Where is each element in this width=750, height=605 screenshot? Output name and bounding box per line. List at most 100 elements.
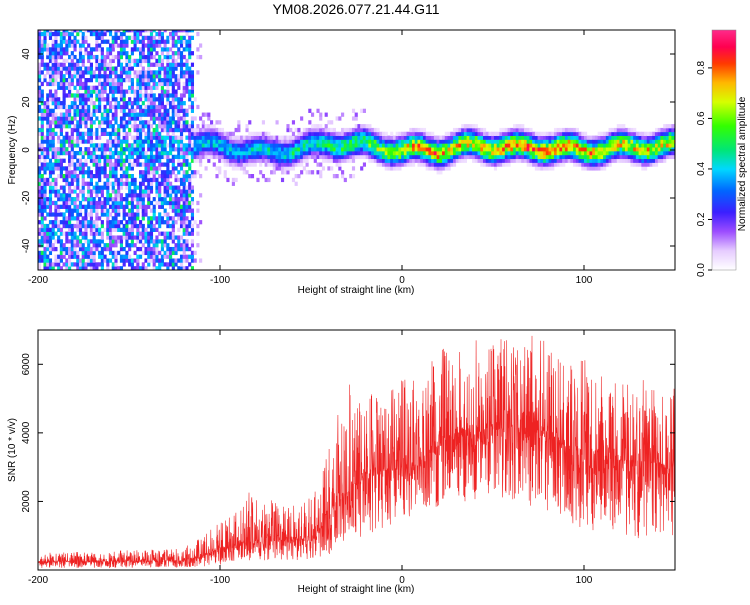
spectrogram-cell [38,39,42,44]
spectrogram-cell [283,147,287,152]
spectrogram-cell [141,266,145,270]
spectrogram-cell [605,162,609,167]
spectrogram-cell [98,185,102,190]
spectrogram-cell [78,47,83,52]
spectrogram-cell [114,35,118,40]
spectrogram-cell [70,139,74,144]
spectrogram-cell [119,246,124,252]
spectrogram-cell [248,147,252,152]
spectrogram-cell [461,127,465,133]
spectrogram-cell [54,223,58,229]
spectrogram-cell [401,150,405,156]
spectrogram-cell [141,189,145,194]
spectrogram-cell [65,204,69,209]
spectrogram-cell [212,127,216,133]
spectrogram-cell [149,166,154,171]
spectrogram-cell [147,166,151,171]
spectrogram-cell [646,162,650,167]
spectrogram-cell [608,150,612,156]
spectrogram-cell [406,150,410,156]
spectrogram-cell [324,139,328,144]
spectrogram-cell [630,131,634,136]
spectrogram-cell [218,166,222,171]
spectrogram-cell [412,162,416,167]
spectrogram-cell [73,116,77,121]
spectrogram-cell [671,154,675,160]
spectrogram-cell [502,135,506,140]
spectrogram-cell [117,54,121,60]
spectrogram-cell [611,127,615,133]
spectrogram-cell [89,116,93,121]
spectrogram-cell [73,47,77,52]
spectrogram-cell [166,58,170,64]
spectrogram-cell [144,154,148,160]
spectrogram-cell [106,66,110,71]
spectrogram-cell [291,135,296,140]
spectrogram-cell [158,97,162,102]
spectrogram-cell [526,154,530,160]
spectrogram-cell [185,246,189,252]
spectrogram-cell [510,131,514,136]
spectrogram-cell [100,231,104,236]
spectrogram-cell [141,212,145,217]
spectrogram-cell [160,231,164,236]
spectrogram-cell [84,231,88,236]
spectrogram-cell [119,31,124,37]
spectrogram-cell [570,127,574,133]
spectrogram-cell [78,189,83,194]
spectrogram-cell [141,54,145,60]
spectrogram-cell [62,200,66,206]
spectrogram-cell [190,93,195,98]
spectrogram-cell [529,131,533,136]
spectrogram-cell [87,127,91,133]
spectrogram-cell [122,120,126,125]
spectrogram-cell [111,262,115,267]
spectrogram-cell [65,104,69,110]
spectrogram-cell [108,174,113,179]
spectrogram-cell [155,62,159,67]
spectrogram-cell [179,39,184,44]
spectrogram-cell [139,124,143,129]
spectrogram-cell [600,143,604,148]
spectrogram-cell [84,93,88,98]
spectrogram-xtick-label: 0 [399,275,405,286]
spectrogram-cell [87,170,91,175]
spectrogram-cell [526,143,530,148]
spectrogram-cell [163,231,167,236]
spectrogram-cell [81,216,85,221]
spectrogram-cell [84,139,88,144]
spectrogram-cell [390,143,394,148]
spectrogram-cell [209,131,214,136]
spectrogram-cell [106,139,110,144]
spectrogram-cell [261,147,265,152]
spectrogram-cell [204,127,208,133]
spectrogram-cell [76,204,80,209]
spectrogram-cell [117,131,121,136]
spectrogram-cell [376,127,380,133]
spectrogram-cell [119,227,124,232]
spectrogram-cell [108,239,113,244]
spectrogram-cell [70,200,74,206]
spectrogram-cell [48,127,53,133]
spectrogram-cell [108,104,113,110]
spectrogram-cell [136,143,140,148]
spectrogram-cell [171,85,175,90]
spectrogram-cell [128,227,132,232]
spectrogram-cell [144,162,148,167]
spectrogram-cell [169,204,173,209]
spectrogram-cell [649,135,653,140]
spectrogram-cell [196,150,200,156]
spectrogram-cell [147,35,151,40]
spectrogram-cell [171,70,175,75]
spectrogram-cell [95,200,99,206]
spectrogram-cell [551,150,555,156]
spectrogram-cell [305,150,309,156]
spectrogram-cell [73,30,77,33]
spectrogram-cell [212,150,216,156]
spectrogram-cell [240,158,244,163]
spectrogram-cell [54,204,58,209]
spectrogram-cell [515,139,519,144]
spectrogram-cell [275,150,279,156]
spectrogram-cell [57,85,61,90]
spectrogram-cell [660,131,664,136]
